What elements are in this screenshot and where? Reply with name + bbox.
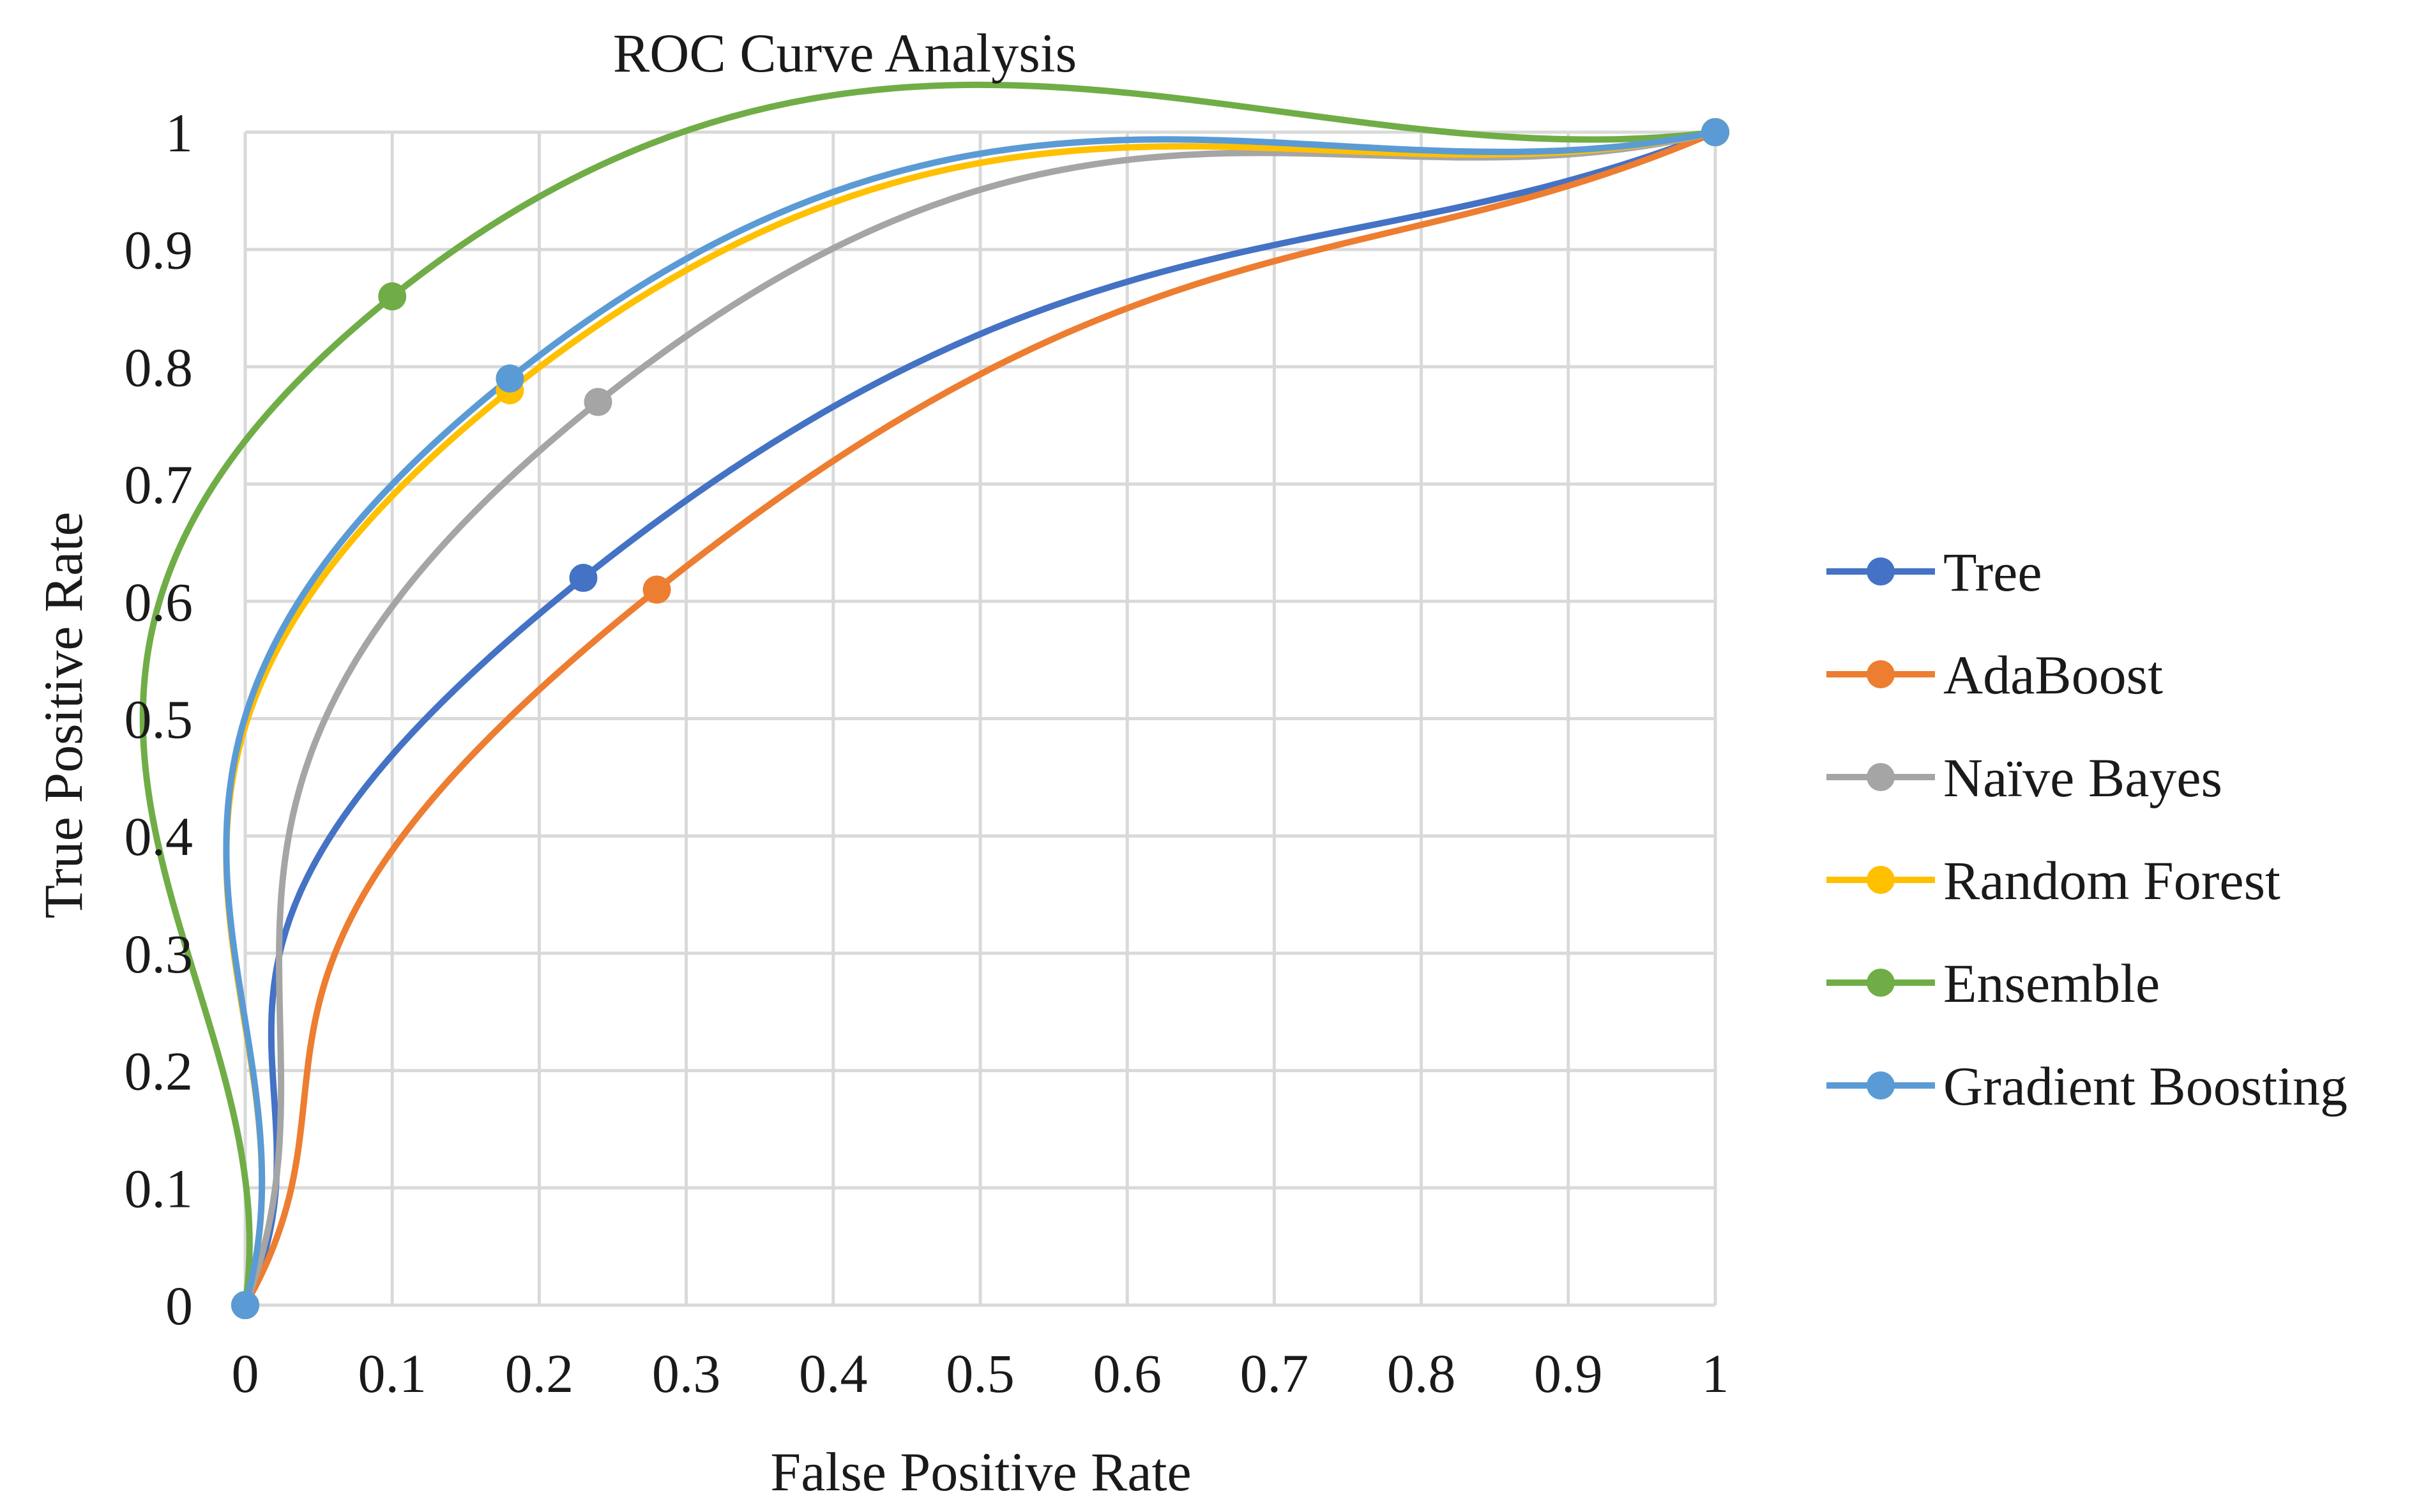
legend-swatch-marker bbox=[1867, 969, 1895, 997]
x-tick-label: 0.5 bbox=[946, 1343, 1015, 1404]
y-tick-label: 0.1 bbox=[125, 1158, 193, 1219]
legend-item-random-forest: Random Forest bbox=[1826, 850, 2280, 911]
legend-swatch-marker bbox=[1867, 1071, 1895, 1100]
legend-swatch-marker bbox=[1867, 866, 1895, 894]
data-point-gradient-boosting bbox=[496, 364, 524, 393]
data-point-ensemble bbox=[378, 282, 407, 311]
y-axis-title: True Positive Rate bbox=[33, 511, 94, 918]
x-tick-label: 1 bbox=[1702, 1343, 1729, 1404]
legend-swatch-marker bbox=[1867, 660, 1895, 688]
series-markers bbox=[231, 118, 1729, 1319]
x-tick-label: 0.9 bbox=[1534, 1343, 1603, 1404]
legend-label: Tree bbox=[1943, 541, 2042, 603]
legend-item-na-ve-bayes: Naïve Bayes bbox=[1826, 747, 2222, 808]
legend: Tree AdaBoost Naïve Bayes Random Forest Ense… bbox=[1826, 541, 2348, 1117]
x-tick-label: 0.1 bbox=[358, 1343, 427, 1404]
legend-label: Random Forest bbox=[1943, 850, 2280, 911]
x-tick-label: 0.4 bbox=[799, 1343, 868, 1404]
data-point-na-ve-bayes bbox=[584, 388, 612, 416]
x-tick-label: 0.3 bbox=[652, 1343, 721, 1404]
x-tick-label: 0.6 bbox=[1093, 1343, 1162, 1404]
legend-item-adaboost: AdaBoost bbox=[1826, 644, 2163, 706]
data-point-gradient-boosting bbox=[231, 1291, 259, 1319]
legend-swatch-marker bbox=[1867, 557, 1895, 586]
y-tick-label: 0.8 bbox=[125, 336, 193, 398]
data-point-gradient-boosting bbox=[1701, 118, 1729, 146]
legend-label: AdaBoost bbox=[1943, 644, 2163, 706]
y-tick-label: 0.6 bbox=[125, 571, 193, 633]
y-tick-label: 0.5 bbox=[125, 689, 193, 750]
legend-swatch-marker bbox=[1867, 763, 1895, 791]
x-tick-label: 0.7 bbox=[1240, 1343, 1309, 1404]
data-point-tree bbox=[569, 564, 598, 593]
y-tick-label: 0.2 bbox=[125, 1041, 193, 1102]
legend-label: Ensemble bbox=[1943, 953, 2160, 1014]
x-tick-label: 0.2 bbox=[505, 1343, 574, 1404]
y-tick-label: 0.4 bbox=[125, 806, 193, 867]
x-tick-label: 0 bbox=[232, 1343, 259, 1404]
x-tick-label: 0.8 bbox=[1387, 1343, 1456, 1404]
y-tick-label: 0.7 bbox=[125, 454, 193, 515]
legend-label: Naïve Bayes bbox=[1943, 747, 2222, 808]
legend-label: Gradient Boosting bbox=[1943, 1055, 2348, 1117]
chart-title: ROC Curve Analysis bbox=[613, 22, 1077, 84]
data-point-adaboost bbox=[642, 575, 671, 604]
legend-item-ensemble: Ensemble bbox=[1826, 953, 2160, 1014]
grid bbox=[243, 130, 1717, 1307]
y-tick-label: 0.3 bbox=[125, 923, 193, 985]
series-line-tree bbox=[242, 129, 1718, 1308]
y-tick-label: 1 bbox=[165, 102, 193, 163]
x-axis-title: False Positive Rate bbox=[770, 1441, 1191, 1502]
y-tick-label: 0.9 bbox=[125, 220, 193, 281]
tick-labels: 0 0.1 0.2 0.3 0.4 0.5 0.6 0.7 0.8 0.9 1 0 0.1 0.2 0.3 0… bbox=[125, 102, 1729, 1404]
legend-item-gradient-boosting: Gradient Boosting bbox=[1826, 1055, 2348, 1117]
legend-item-tree: Tree bbox=[1826, 541, 2042, 603]
y-tick-label: 0 bbox=[165, 1275, 193, 1336]
